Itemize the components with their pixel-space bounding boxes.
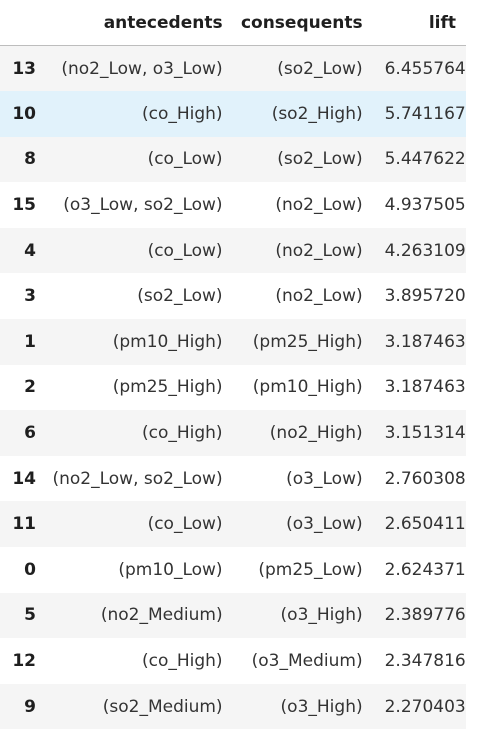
cell-consequents: (no2_Low) bbox=[275, 286, 363, 307]
table-body: 13 (no2_Low, o3_Low) (so2_Low) 6.455764 10 (c… bbox=[0, 45, 466, 730]
cell-lift: 2.347816 bbox=[384, 651, 466, 672]
cell-consequents: (o3_Low) bbox=[286, 468, 363, 489]
row-index: 4 bbox=[24, 240, 36, 261]
row-index: 11 bbox=[12, 514, 36, 535]
cell-lift: 2.624371 bbox=[384, 559, 466, 580]
table-row: 12 (co_High) (o3_Medium) 2.347816 bbox=[0, 638, 466, 684]
cell-antecedents: (o3_Low, so2_Low) bbox=[63, 195, 223, 216]
column-header-consequents: consequents bbox=[232, 0, 373, 46]
cell-lift: 2.760308 bbox=[384, 468, 466, 489]
cell-consequents: (no2_High) bbox=[269, 423, 363, 444]
cell-lift: 5.741167 bbox=[384, 103, 466, 124]
row-index: 9 bbox=[24, 696, 36, 717]
cell-consequents: (o3_Low) bbox=[286, 514, 363, 535]
table-row: 0 (pm10_Low) (pm25_Low) 2.624371 bbox=[0, 547, 466, 593]
cell-antecedents: (pm10_Low) bbox=[118, 559, 223, 580]
cell-lift: 3.187463 bbox=[384, 377, 466, 398]
cell-consequents: (o3_High) bbox=[280, 696, 363, 717]
cell-lift: 2.389776 bbox=[384, 605, 466, 626]
cell-lift: 4.263109 bbox=[384, 240, 466, 261]
cell-lift: 4.937505 bbox=[384, 195, 466, 216]
table-row: 3 (so2_Low) (no2_Low) 3.895720 bbox=[0, 273, 466, 320]
cell-consequents: (pm10_High) bbox=[252, 377, 363, 398]
table-row: 5 (no2_Medium) (o3_High) 2.389776 bbox=[0, 592, 466, 639]
row-index: 1 bbox=[24, 331, 36, 352]
cell-antecedents: (co_Low) bbox=[147, 149, 223, 170]
row-index: 8 bbox=[24, 149, 36, 170]
row-index: 14 bbox=[12, 468, 36, 489]
column-header-antecedents: antecedents bbox=[46, 0, 233, 46]
column-header-lift: lift bbox=[372, 0, 466, 46]
index-header-corner bbox=[0, 0, 46, 46]
table-row: 14 (no2_Low, so2_Low) (o3_Low) 2.760308 bbox=[0, 455, 466, 502]
cell-lift: 5.447622 bbox=[384, 149, 466, 170]
cell-lift: 3.187463 bbox=[384, 331, 466, 352]
row-index: 10 bbox=[12, 103, 36, 124]
table-row: 11 (co_Low) (o3_Low) 2.650411 bbox=[0, 501, 466, 548]
table-row: 6 (co_High) (no2_High) 3.151314 bbox=[0, 410, 466, 456]
row-index: 12 bbox=[12, 651, 36, 672]
cell-consequents: (so2_Low) bbox=[277, 58, 363, 79]
cell-antecedents: (co_High) bbox=[141, 651, 223, 672]
cell-consequents: (no2_Low) bbox=[275, 195, 363, 216]
cell-consequents: (so2_High) bbox=[271, 103, 363, 124]
cell-lift: 2.270403 bbox=[384, 696, 466, 717]
cell-antecedents: (no2_Low, so2_Low) bbox=[52, 468, 223, 489]
table-row: 9 (so2_Medium) (o3_High) 2.270403 bbox=[0, 683, 466, 730]
cell-antecedents: (co_High) bbox=[141, 423, 223, 444]
table-row: 15 (o3_Low, so2_Low) (no2_Low) 4.937505 bbox=[0, 182, 466, 228]
cell-consequents: (no2_Low) bbox=[275, 240, 363, 261]
row-index: 0 bbox=[24, 559, 36, 580]
table-row: 2 (pm25_High) (pm10_High) 3.187463 bbox=[0, 364, 466, 411]
row-index: 15 bbox=[12, 195, 36, 216]
cell-antecedents: (so2_Low) bbox=[137, 286, 223, 307]
cell-antecedents: (no2_Low, o3_Low) bbox=[61, 58, 223, 79]
cell-consequents: (o3_High) bbox=[280, 605, 363, 626]
cell-lift: 2.650411 bbox=[384, 514, 466, 535]
row-index: 2 bbox=[24, 377, 36, 398]
cell-antecedents: (co_Low) bbox=[147, 240, 223, 261]
cell-consequents: (pm25_High) bbox=[252, 331, 363, 352]
table-row: 4 (co_Low) (no2_Low) 4.263109 bbox=[0, 227, 466, 274]
row-index: 13 bbox=[12, 58, 36, 79]
cell-consequents: (pm25_Low) bbox=[258, 559, 363, 580]
cell-antecedents: (co_High) bbox=[141, 103, 223, 124]
cell-consequents: (so2_Low) bbox=[277, 149, 363, 170]
cell-lift: 3.895720 bbox=[384, 286, 466, 307]
dataframe-table: antecedents consequents lift 13 (no2_Low,… bbox=[0, 0, 466, 730]
cell-consequents: (o3_Medium) bbox=[251, 651, 363, 672]
table-row: 1 (pm10_High) (pm25_High) 3.187463 bbox=[0, 319, 466, 365]
cell-antecedents: (co_Low) bbox=[147, 514, 223, 535]
row-index: 3 bbox=[24, 286, 36, 307]
cell-antecedents: (pm10_High) bbox=[112, 331, 223, 352]
cell-lift: 3.151314 bbox=[384, 423, 466, 444]
cell-antecedents: (pm25_High) bbox=[112, 377, 223, 398]
table-row: 10 (co_High) (so2_High) 5.741167 bbox=[0, 91, 466, 137]
row-index: 5 bbox=[24, 605, 36, 626]
table-row: 13 (no2_Low, o3_Low) (so2_Low) 6.455764 bbox=[0, 45, 466, 92]
row-index: 6 bbox=[24, 423, 36, 444]
table-header: antecedents consequents lift bbox=[0, 0, 466, 46]
header-row: antecedents consequents lift bbox=[0, 0, 466, 46]
cell-lift: 6.455764 bbox=[384, 58, 466, 79]
cell-antecedents: (no2_Medium) bbox=[100, 605, 223, 626]
cell-antecedents: (so2_Medium) bbox=[102, 696, 223, 717]
table-row: 8 (co_Low) (so2_Low) 5.447622 bbox=[0, 136, 466, 183]
